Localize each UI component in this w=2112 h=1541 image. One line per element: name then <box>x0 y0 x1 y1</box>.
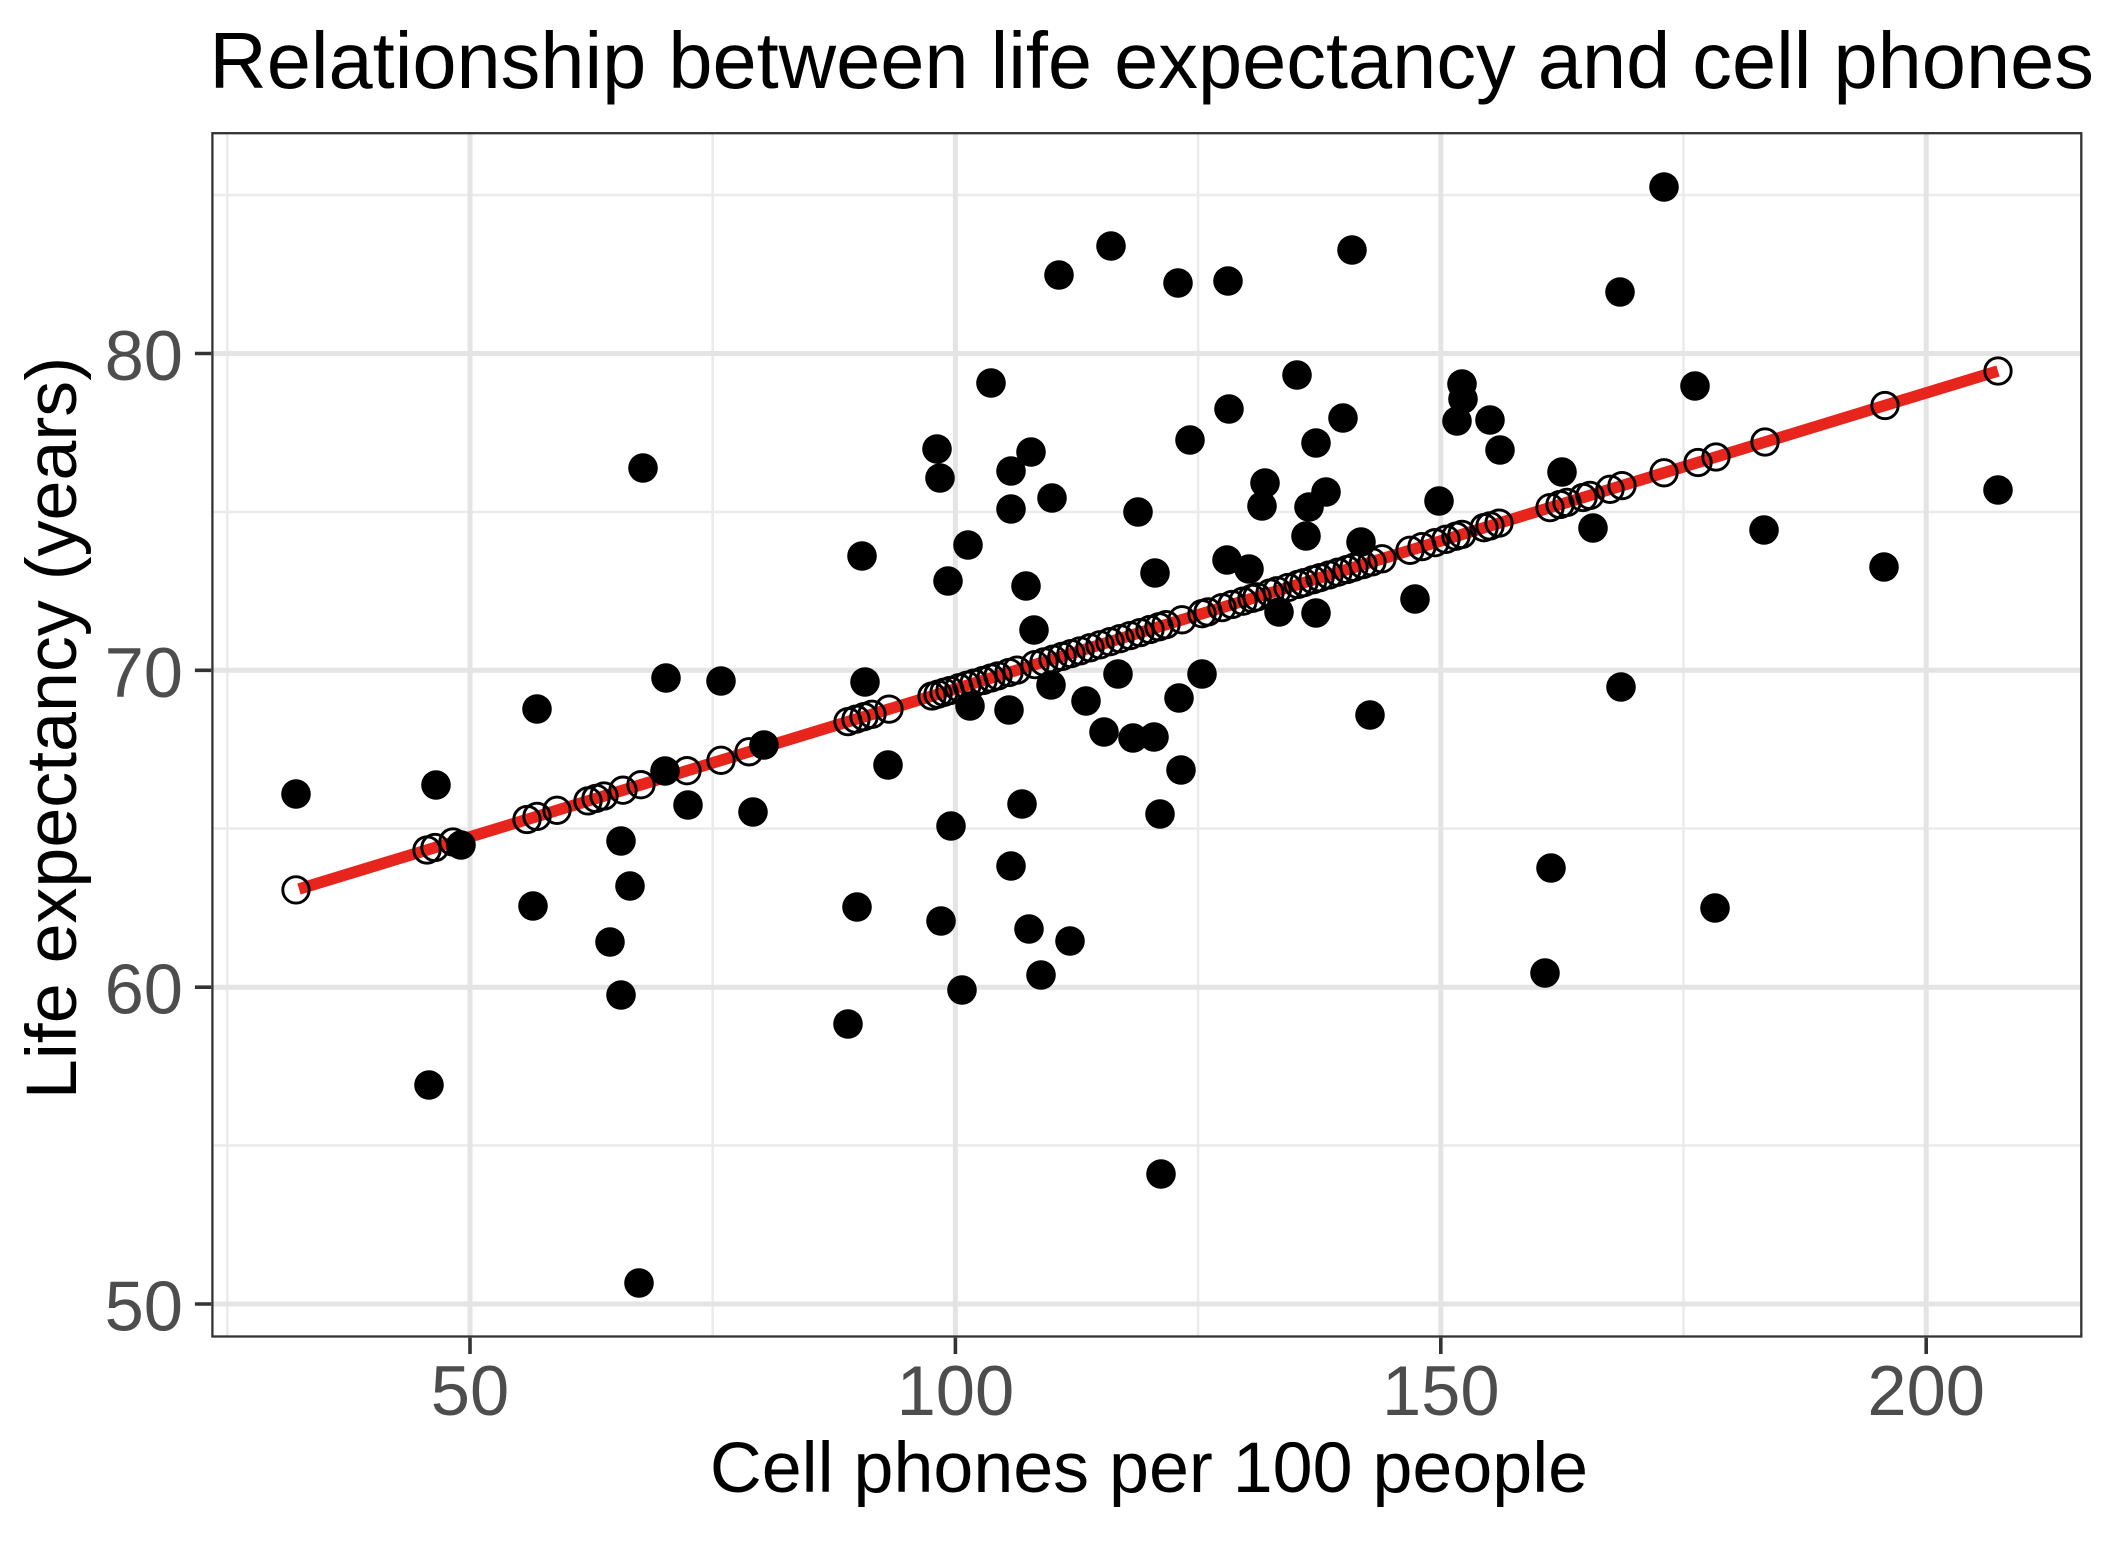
svg-text:Life expectancy (years): Life expectancy (years) <box>12 357 92 1099</box>
svg-text:Cell phones per 100 people: Cell phones per 100 people <box>710 1428 1588 1508</box>
svg-text:50: 50 <box>431 1351 509 1430</box>
svg-text:100: 100 <box>897 1351 1015 1430</box>
svg-text:70: 70 <box>105 633 183 712</box>
svg-text:150: 150 <box>1382 1351 1500 1430</box>
svg-text:200: 200 <box>1867 1351 1985 1430</box>
svg-text:50: 50 <box>105 1267 183 1346</box>
svg-text:60: 60 <box>105 950 183 1029</box>
svg-text:80: 80 <box>105 316 183 395</box>
svg-text:Relationship between life expe: Relationship between life expectancy and… <box>209 16 2094 105</box>
